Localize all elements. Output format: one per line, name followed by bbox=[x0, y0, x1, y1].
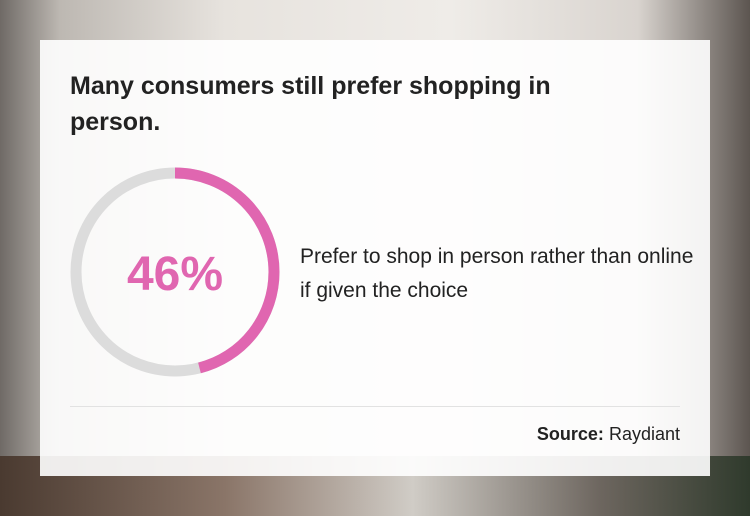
donut-chart: 46% bbox=[70, 167, 280, 377]
source-label: Source: bbox=[536, 424, 604, 444]
percent-label: 46% bbox=[127, 248, 223, 301]
stat-description: Prefer to shop in person rather than onl… bbox=[300, 245, 694, 302]
title: Many consumers still prefer shopping in … bbox=[70, 72, 551, 136]
source-name: Raydiant bbox=[608, 424, 680, 444]
divider bbox=[70, 406, 680, 407]
donut-value-arc bbox=[70, 167, 280, 377]
source-line: Source: Raydiant bbox=[537, 424, 680, 445]
infographic-card: Many consumers still prefer shopping in … bbox=[40, 40, 710, 476]
